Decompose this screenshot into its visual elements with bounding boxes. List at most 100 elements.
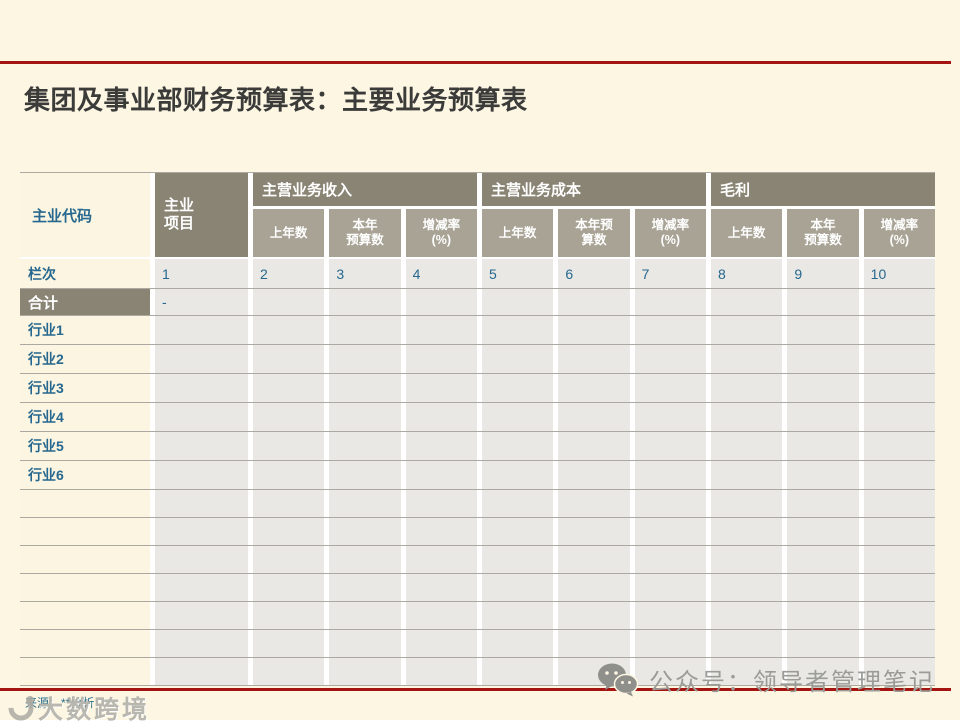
row-label: 栏次 [20, 259, 150, 288]
table-cell [405, 345, 477, 373]
table-cell [634, 658, 706, 685]
row-label: 行业4 [20, 403, 150, 431]
table-cell: 6 [558, 259, 630, 288]
table-cell [558, 461, 630, 489]
table-cell [634, 630, 706, 657]
table-cell [482, 461, 554, 489]
table-cell [155, 403, 248, 431]
table-cell [711, 316, 783, 344]
table-cell [155, 461, 248, 489]
table-cell [787, 658, 859, 685]
row-label [20, 490, 150, 517]
table-cell [253, 316, 325, 344]
table-header: 主业代码 主业 项目 主营业务收入 主营业务成本 毛利 上年数 本年 预算数 增减率… [20, 173, 935, 259]
table-cell [787, 602, 859, 629]
table-row: 行业3 [20, 374, 935, 403]
table-cell [405, 289, 477, 315]
table-cell [787, 345, 859, 373]
table-cell [711, 630, 783, 657]
row-label: 行业6 [20, 461, 150, 489]
table-cell [405, 490, 477, 517]
table-cell [329, 316, 401, 344]
table-cell [155, 546, 248, 573]
table-cell [329, 490, 401, 517]
watermark-right-text: 公众号：领导者管理笔记 [649, 669, 935, 696]
table-cell [558, 432, 630, 460]
table-cell [634, 345, 706, 373]
table-cell [329, 345, 401, 373]
table-row [20, 546, 935, 574]
table-row [20, 518, 935, 546]
table-cell [155, 432, 248, 460]
table-row: 行业2 [20, 345, 935, 374]
table-cell [329, 432, 401, 460]
table-cell [634, 316, 706, 344]
table-cell [711, 574, 783, 601]
table-cell [482, 432, 554, 460]
table-cell [558, 574, 630, 601]
table-cell [863, 345, 935, 373]
table-cell [634, 518, 706, 545]
row-label [20, 546, 150, 573]
group-header-profit: 毛利 [711, 173, 935, 206]
subheader-cell: 上年数 [482, 209, 554, 257]
table-cell: 2 [253, 259, 325, 288]
table-cell [711, 546, 783, 573]
table-cell [558, 546, 630, 573]
table-cell [253, 490, 325, 517]
table-cell [482, 374, 554, 402]
table-row: 行业6 [20, 461, 935, 490]
row-label: 行业5 [20, 432, 150, 460]
table-cell [634, 602, 706, 629]
table-cell [405, 658, 477, 685]
table-cell [329, 403, 401, 431]
table-cell [711, 461, 783, 489]
table-row [20, 630, 935, 658]
row-label [20, 658, 150, 685]
table-cell [329, 461, 401, 489]
table-cell [405, 461, 477, 489]
table-cell [558, 289, 630, 315]
subheader-cell: 本年预 算数 [558, 209, 630, 257]
wechat-icon [597, 663, 639, 697]
table-row [20, 658, 935, 686]
table-cell: 10 [863, 259, 935, 288]
table-cell [155, 345, 248, 373]
table-cell [155, 602, 248, 629]
table-cell [863, 490, 935, 517]
project-header-cell: 主业 项目 [155, 173, 248, 257]
table-cell [787, 461, 859, 489]
subheader-cell: 上年数 [711, 209, 783, 257]
table-cell [558, 403, 630, 431]
table-cell [863, 630, 935, 657]
table-cell [634, 461, 706, 489]
table-cell [711, 374, 783, 402]
table-cell [711, 658, 783, 685]
table-cell: 5 [482, 259, 554, 288]
table-cell [558, 602, 630, 629]
row-label: 行业3 [20, 374, 150, 402]
table-cell [711, 602, 783, 629]
table-cell [634, 432, 706, 460]
table-cell [863, 403, 935, 431]
table-cell [863, 658, 935, 685]
table-cell [329, 602, 401, 629]
table-cell: 4 [405, 259, 477, 288]
table-cell [253, 345, 325, 373]
table-cell: 3 [329, 259, 401, 288]
table-cell [405, 630, 477, 657]
table-cell [863, 316, 935, 344]
table-cell [155, 630, 248, 657]
corner-header-cell: 主业代码 [20, 173, 150, 257]
table-cell [405, 574, 477, 601]
budget-table: 主业代码 主业 项目 主营业务收入 主营业务成本 毛利 上年数 本年 预算数 增减率… [20, 172, 935, 686]
table-cell [329, 289, 401, 315]
table-cell [634, 490, 706, 517]
table-cell [482, 630, 554, 657]
table-row [20, 574, 935, 602]
table-cell [711, 432, 783, 460]
watermark-left-text: 大数跨境 [38, 696, 151, 724]
table-cell: 1 [155, 259, 248, 288]
table-cell [634, 289, 706, 315]
